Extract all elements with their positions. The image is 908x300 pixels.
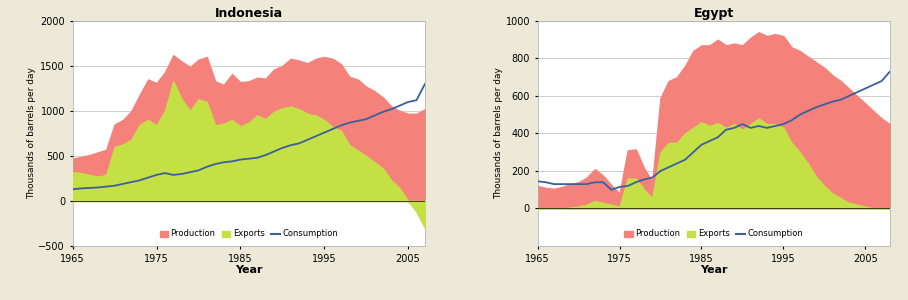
Y-axis label: Thousands of barrels per day: Thousands of barrels per day: [494, 68, 503, 200]
Legend: Production, Exports, Consumption: Production, Exports, Consumption: [156, 226, 341, 242]
Title: Egypt: Egypt: [694, 7, 734, 20]
X-axis label: Year: Year: [235, 265, 262, 275]
Legend: Production, Exports, Consumption: Production, Exports, Consumption: [621, 226, 806, 242]
Title: Indonesia: Indonesia: [214, 7, 282, 20]
Y-axis label: Thousands of barrels per day: Thousands of barrels per day: [26, 68, 35, 200]
X-axis label: Year: Year: [700, 265, 727, 275]
